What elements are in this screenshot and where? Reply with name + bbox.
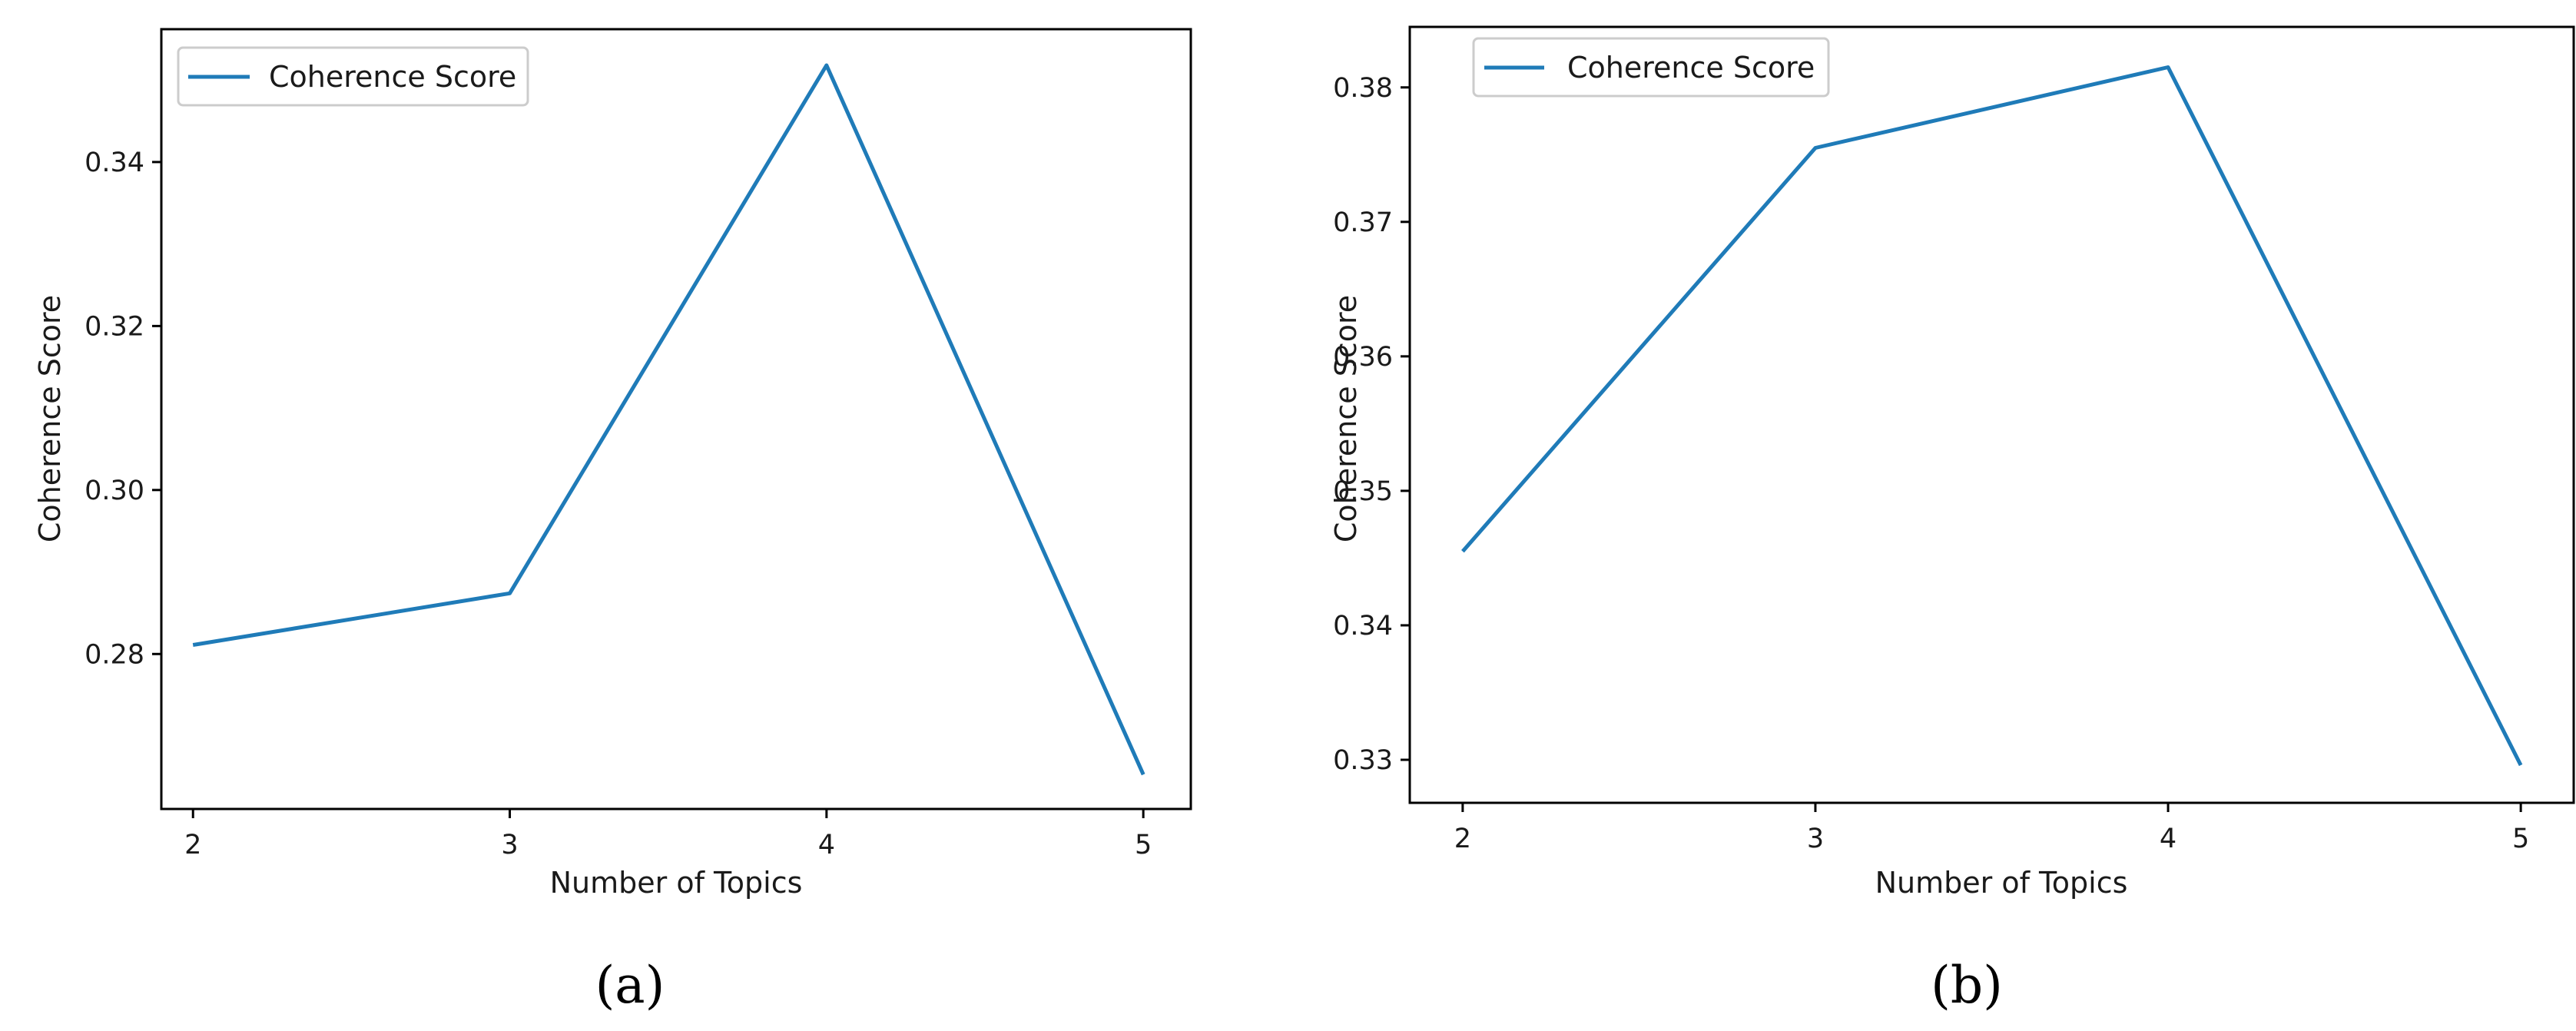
y-tick-label: 0.33 <box>1333 745 1393 776</box>
legend: Coherence Score <box>1472 37 1830 98</box>
series-line-coherence-score <box>192 63 1145 776</box>
x-axis-label: Number of Topics <box>550 866 803 900</box>
chart-panel-b: 0.33 0.34 0.35 0.36 0.37 0.38 2 3 4 5 Coherence … <box>1329 25 2575 1015</box>
y-tick-label: 0.38 <box>1333 73 1393 104</box>
y-axis-ticks: 0.28 0.30 0.32 0.34 <box>85 148 161 670</box>
y-tick-label: 0.34 <box>1333 611 1393 641</box>
y-tick-label: 0.32 <box>85 311 144 342</box>
x-tick-label: 2 <box>184 830 201 860</box>
legend-frame <box>1472 37 1830 98</box>
panel-label: (b) <box>1931 956 2003 1015</box>
x-tick-label: 2 <box>1454 824 1471 854</box>
legend-frame <box>177 46 529 107</box>
y-tick-label: 0.34 <box>85 148 144 178</box>
legend-entry-label: Coherence Score <box>1567 51 1815 85</box>
y-tick-label: 0.37 <box>1333 207 1393 238</box>
y-tick-label: 0.28 <box>85 639 144 670</box>
panel-label: (a) <box>595 956 665 1015</box>
chart-panel-a: 0.28 0.30 0.32 0.34 2 3 4 5 Coherence Score Nu… <box>33 28 1192 1015</box>
x-tick-label: 3 <box>501 830 518 860</box>
x-axis-ticks: 2 3 4 5 <box>184 809 1152 860</box>
y-tick-label: 0.35 <box>1333 476 1393 507</box>
x-axis-label: Number of Topics <box>1875 866 2128 900</box>
y-tick-label: 0.30 <box>85 476 144 506</box>
x-tick-label: 4 <box>818 830 835 860</box>
series-line-coherence-score <box>1461 65 2523 767</box>
x-tick-label: 5 <box>2512 824 2529 854</box>
legend-entry-label: Coherence Score <box>269 60 516 94</box>
x-tick-label: 5 <box>1135 830 1152 860</box>
y-tick-label: 0.36 <box>1333 342 1393 373</box>
y-axis-ticks: 0.33 0.34 0.35 0.36 0.37 0.38 <box>1333 73 1410 776</box>
y-axis-label: Coherence Score <box>1329 295 1363 542</box>
plot-area-frame <box>160 28 1192 811</box>
legend: Coherence Score <box>177 46 529 107</box>
y-axis-label: Coherence Score <box>33 295 67 542</box>
x-tick-label: 4 <box>2160 824 2177 854</box>
plot-area-frame <box>1408 25 2575 804</box>
x-tick-label: 3 <box>1807 824 1824 854</box>
x-axis-ticks: 2 3 4 5 <box>1454 803 2529 854</box>
